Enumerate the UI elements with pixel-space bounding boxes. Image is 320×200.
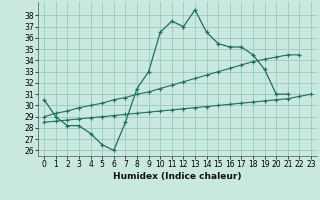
X-axis label: Humidex (Indice chaleur): Humidex (Indice chaleur) bbox=[113, 172, 242, 181]
